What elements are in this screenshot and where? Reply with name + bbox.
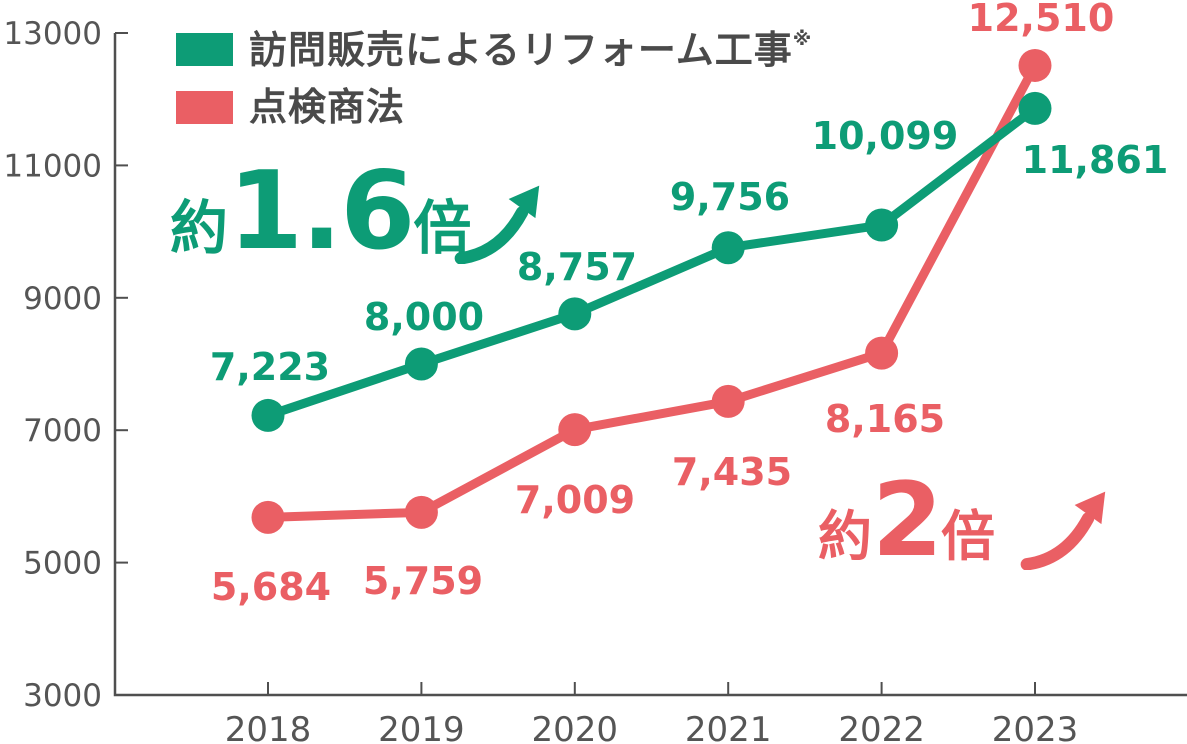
- data-label: 7,435: [672, 450, 792, 494]
- data-point: [251, 398, 285, 432]
- x-axis-tick-label: 2022: [838, 710, 925, 744]
- annotation-1-6x: 約 1.6 倍: [170, 158, 471, 266]
- series-line: [263, 103, 1040, 420]
- data-label: 10,099: [812, 114, 959, 158]
- x-axis-tick-label: 2023: [992, 710, 1079, 744]
- annotation-suffix: 倍: [940, 505, 995, 568]
- legend-swatch-red: [176, 90, 233, 124]
- y-axis-tick-label: 11000: [3, 148, 102, 184]
- legend-item-reform-works: 訪問販売によるリフォーム工事※: [176, 30, 812, 69]
- series-line: [263, 60, 1040, 522]
- x-axis-tick-label: 2018: [225, 710, 312, 744]
- data-label: 8,165: [825, 397, 945, 441]
- data-label: 5,759: [363, 559, 483, 603]
- increase-arrow-icon: [1020, 491, 1106, 570]
- data-point: [711, 384, 745, 418]
- data-point: [558, 413, 592, 447]
- data-point: [1018, 91, 1052, 125]
- increase-arrow-icon: [454, 185, 540, 264]
- legend-label-reform-works: 訪問販売によるリフォーム工事※: [249, 28, 813, 72]
- data-point: [404, 347, 438, 381]
- data-label: 12,510: [968, 0, 1115, 40]
- legend-text: 点検商法: [249, 85, 406, 129]
- data-label: 7,223: [210, 345, 330, 389]
- annotation-prefix: 約: [170, 194, 229, 262]
- y-axis-tick-label: 9000: [23, 281, 102, 317]
- annotation-suffix: 倍: [413, 194, 472, 262]
- data-label: 8,000: [364, 295, 484, 339]
- annotation-value: 1.6: [228, 149, 415, 274]
- y-axis-tick-label: 5000: [23, 546, 102, 582]
- data-label: 8,757: [517, 245, 637, 289]
- data-label: 11,861: [1022, 138, 1169, 182]
- legend-footnote-mark: ※: [792, 28, 813, 50]
- data-point: [1018, 48, 1052, 82]
- x-axis-tick-label: 2020: [532, 710, 619, 744]
- annotation-prefix: 約: [818, 505, 872, 568]
- data-point: [865, 208, 899, 242]
- data-point: [711, 231, 745, 265]
- data-label: 9,756: [670, 175, 790, 219]
- data-label: 5,684: [211, 565, 331, 609]
- legend: 訪問販売によるリフォーム工事※ 点検商法: [176, 30, 812, 126]
- y-axis-tick-label: 13000: [3, 16, 102, 52]
- data-point: [404, 495, 438, 529]
- data-point: [558, 297, 592, 331]
- data-point: [251, 500, 285, 534]
- axes: [113, 33, 1187, 697]
- legend-item-inspection-sales: 点検商法: [176, 88, 812, 126]
- data-point: [865, 336, 899, 370]
- legend-label-inspection-sales: 点検商法: [249, 88, 405, 126]
- y-axis-tick-label: 3000: [23, 678, 102, 714]
- x-axis-tick-label: 2019: [378, 710, 465, 744]
- legend-swatch-green: [176, 33, 233, 66]
- data-label: 7,009: [515, 478, 635, 522]
- annotation-value: 2: [872, 461, 943, 580]
- y-axis-tick-label: 7000: [23, 413, 102, 449]
- legend-text: 訪問販売によるリフォーム工事: [249, 28, 793, 72]
- x-axis-tick-label: 2021: [685, 710, 772, 744]
